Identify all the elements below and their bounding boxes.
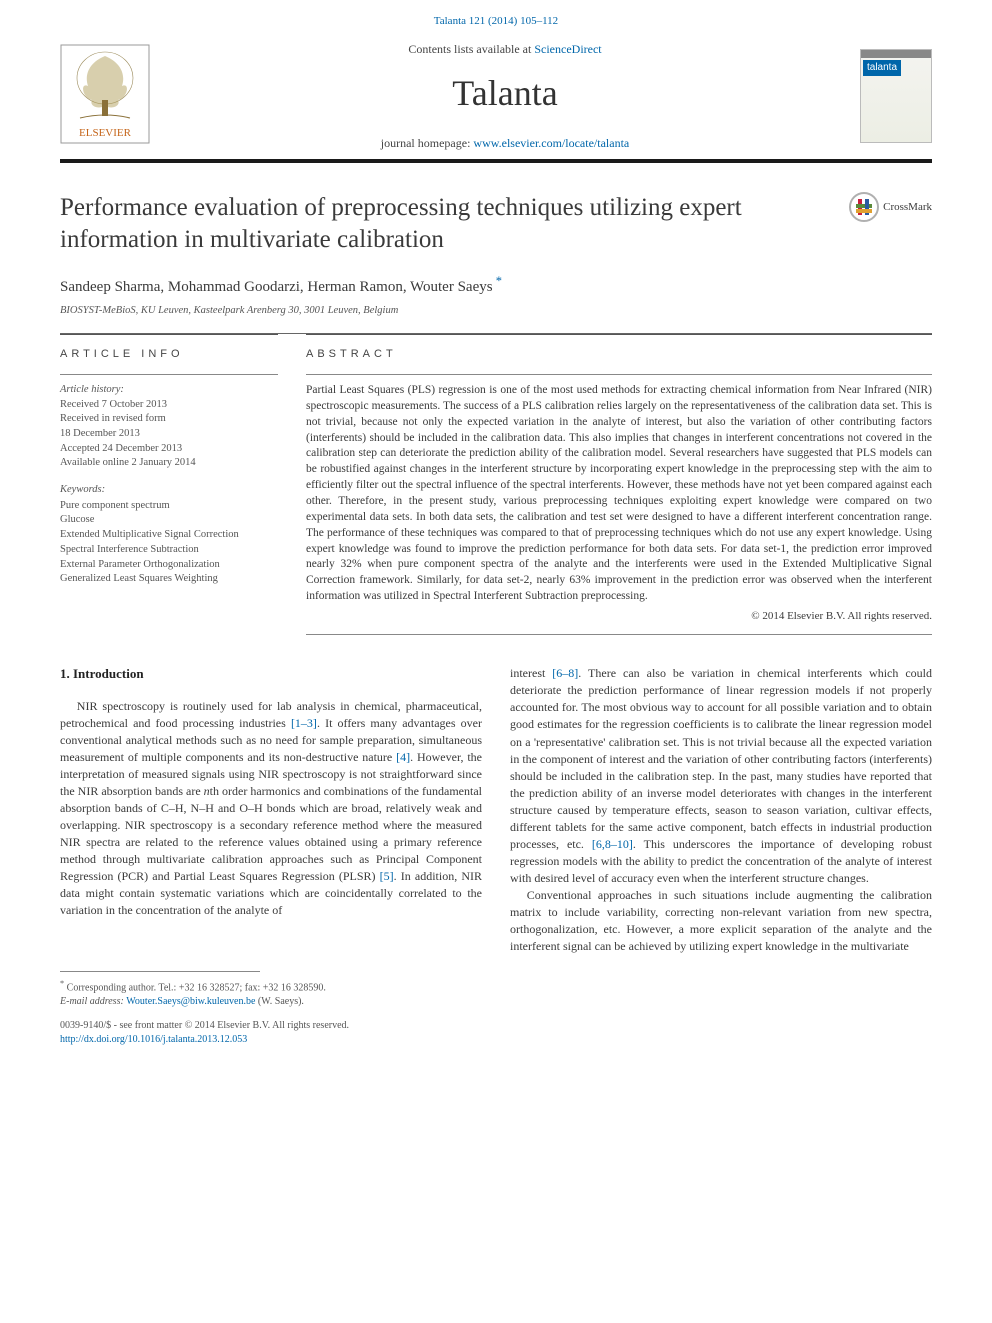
authors-line: Sandeep Sharma, Mohammad Goodarzi, Herma… (0, 263, 992, 302)
article-info-column: article info Article history: Received 7… (60, 334, 278, 636)
crossmark-label: CrossMark (883, 200, 932, 215)
keyword: Glucose (60, 513, 278, 528)
corresponding-marker[interactable]: * (493, 274, 502, 288)
masthead: ELSEVIER Contents lists available at Sci… (0, 37, 992, 159)
homepage-prefix: journal homepage: (381, 136, 474, 150)
cover-brand-label: talanta (863, 60, 901, 76)
doi-link[interactable]: http://dx.doi.org/10.1016/j.talanta.2013… (60, 1034, 247, 1045)
abstract-column: abstract Partial Least Squares (PLS) reg… (306, 334, 932, 636)
body-column-right: interest [6–8]. There can also be variat… (510, 665, 932, 955)
history-line: Available online 2 January 2014 (60, 457, 196, 468)
citation-link[interactable]: [5] (380, 869, 394, 883)
keyword: Extended Multiplicative Signal Correctio… (60, 528, 278, 543)
abstract-body: Partial Least Squares (PLS) regression i… (306, 374, 932, 605)
publisher-logo[interactable]: ELSEVIER (60, 44, 150, 149)
history-line: Received in revised form (60, 413, 166, 424)
citation-link[interactable]: [6–8] (552, 666, 578, 680)
journal-homepage-link[interactable]: www.elsevier.com/locate/talanta (473, 136, 629, 150)
email-line: E-mail address: Wouter.Saeys@biw.kuleuve… (60, 995, 932, 1009)
keywords-block: Keywords: Pure component spectrum Glucos… (60, 483, 278, 587)
crossmark-icon (849, 192, 879, 222)
publisher-name: ELSEVIER (79, 127, 132, 139)
elsevier-tree-icon: ELSEVIER (60, 44, 150, 144)
affiliation: BIOSYST-MeBioS, KU Leuven, Kasteelpark A… (0, 302, 992, 333)
keyword: Spectral Interference Subtraction (60, 543, 278, 558)
keyword: Generalized Least Squares Weighting (60, 572, 278, 587)
section-heading-intro: 1. Introduction (60, 665, 482, 683)
masthead-center: Contents lists available at ScienceDirec… (150, 41, 860, 151)
body-text: 1. Introduction NIR spectroscopy is rout… (0, 635, 992, 965)
authors-names: Sandeep Sharma, Mohammad Goodarzi, Herma… (60, 279, 493, 295)
keywords-label: Keywords: (60, 483, 278, 498)
history-line: 18 December 2013 (60, 428, 140, 439)
citation-link[interactable]: [4] (396, 750, 410, 764)
issn-copyright-line: 0039-9140/$ - see front matter © 2014 El… (60, 1019, 932, 1033)
footer-block: * Corresponding author. Tel.: +32 16 328… (0, 965, 992, 1067)
citation-link[interactable]: [1–3] (291, 716, 317, 730)
keyword: External Parameter Orthogonalization (60, 558, 278, 573)
journal-name: Talanta (150, 68, 860, 118)
history-label: Article history: (60, 384, 124, 395)
history-line: Received 7 October 2013 (60, 399, 167, 410)
body-paragraph: NIR spectroscopy is routinely used for l… (60, 698, 482, 919)
history-line: Accepted 24 December 2013 (60, 443, 182, 454)
article-info-head: article info (60, 334, 278, 362)
crossmark-button[interactable]: CrossMark (849, 192, 932, 222)
body-paragraph: interest [6–8]. There can also be variat… (510, 665, 932, 886)
citation-link[interactable]: [6,8–10] (592, 837, 633, 851)
article-history: Article history: Received 7 October 2013… (60, 374, 278, 471)
journal-cover-thumbnail[interactable]: talanta (860, 49, 932, 143)
contents-prefix: Contents lists available at (408, 42, 534, 56)
sciencedirect-link[interactable]: ScienceDirect (534, 42, 601, 56)
keyword: Pure component spectrum (60, 499, 278, 514)
title-block: Performance evaluation of preprocessing … (0, 166, 992, 263)
running-head-citation[interactable]: Talanta 121 (2014) 105–112 (0, 0, 992, 37)
article-title: Performance evaluation of preprocessing … (60, 192, 820, 255)
abstract-head: abstract (306, 334, 932, 362)
corresponding-email-link[interactable]: Wouter.Saeys@biw.kuleuven.be (126, 996, 255, 1007)
contents-list-line: Contents lists available at ScienceDirec… (150, 41, 860, 58)
body-paragraph: Conventional approaches in such situatio… (510, 887, 932, 955)
corresponding-author-note: * Corresponding author. Tel.: +32 16 328… (60, 978, 932, 995)
journal-homepage-line: journal homepage: www.elsevier.com/locat… (150, 135, 860, 152)
body-column-left: 1. Introduction NIR spectroscopy is rout… (60, 665, 482, 955)
abstract-copyright: © 2014 Elsevier B.V. All rights reserved… (306, 609, 932, 635)
